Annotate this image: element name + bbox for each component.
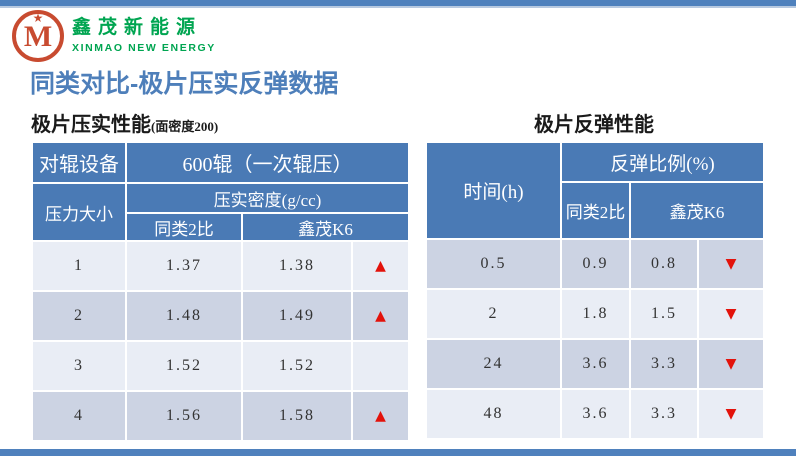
trend-cell: ▼ <box>696 338 766 390</box>
table-row: 48 3.6 3.3 ▼ <box>425 388 766 440</box>
table-header-row: 同类2比 鑫茂K6 <box>426 181 766 240</box>
col-b-header-cell: 鑫茂K6 <box>240 212 411 242</box>
table-row: 24 3.6 3.3 ▼ <box>425 338 766 390</box>
table-header-row: 同类2比 鑫茂K6 <box>32 212 411 242</box>
pressure-cell: 3 <box>31 340 127 392</box>
value-cell: 1.58 <box>241 390 353 442</box>
trend-cell: ▲ <box>350 390 411 442</box>
value-cell: 3.3 <box>629 338 699 390</box>
value-cell: 1.56 <box>125 390 243 442</box>
table-row: 2 1.8 1.5 ▼ <box>425 288 766 340</box>
value-cell: 3.6 <box>560 338 631 390</box>
pressure-cell: 2 <box>31 290 127 342</box>
value-cell: 0.9 <box>560 238 631 290</box>
trend-up-icon: ▲ <box>375 308 386 324</box>
logo: ★ M 鑫茂新能源 XINMAO NEW ENERGY <box>12 10 216 62</box>
logo-name-cn: 鑫茂新能源 <box>72 17 203 38</box>
trend-down-icon: ▼ <box>725 356 737 372</box>
logo-mark-icon: ★ M <box>12 10 64 62</box>
star-icon: ★ <box>32 11 44 25</box>
table-header-row: 时间(h) 反弹比例(%) <box>425 141 766 240</box>
logo-name-en: XINMAO NEW ENERGY <box>72 42 216 54</box>
compaction-table: 对辊设备 600辊（一次辊压） 压力大小 压实密度(g/cc) 同类2比 鑫茂K… <box>31 141 411 442</box>
table-row: 0.5 0.9 0.8 ▼ <box>425 238 766 290</box>
table-header-row: 对辊设备 600辊（一次辊压） <box>31 141 411 184</box>
time-label-cell: 时间(h) <box>425 141 562 240</box>
trend-cell <box>350 340 411 392</box>
col-a-header-cell: 同类2比 <box>560 181 631 240</box>
compaction-title-note: (面密度200) <box>151 119 219 134</box>
trend-cell: ▼ <box>696 388 766 440</box>
value-cell: 3.6 <box>560 388 631 440</box>
trend-cell: ▲ <box>350 240 411 292</box>
table-row: 2 1.48 1.49 ▲ <box>31 290 411 342</box>
pressure-cell: 1 <box>31 240 127 292</box>
value-cell: 1.8 <box>560 288 631 340</box>
logo-monogram: M <box>23 20 53 53</box>
compaction-section: 极片压实性能(面密度200) 对辊设备 600辊（一次辊压） 压力大小 压实密度… <box>31 112 411 442</box>
pressure-label-cell: 压力大小 <box>31 182 127 242</box>
value-cell: 1.52 <box>241 340 353 392</box>
device-label-cell: 对辊设备 <box>31 141 127 184</box>
time-cell: 2 <box>425 288 562 340</box>
value-cell: 1.5 <box>629 288 699 340</box>
trend-up-icon: ▲ <box>375 258 386 274</box>
value-cell: 1.49 <box>241 290 353 342</box>
table-row: 3 1.52 1.52 <box>31 340 411 392</box>
page-title: 同类对比-极片压实反弹数据 <box>30 70 339 98</box>
bottom-accent-bar <box>0 449 796 456</box>
time-cell: 48 <box>425 388 562 440</box>
trend-down-icon: ▼ <box>725 306 737 322</box>
time-cell: 0.5 <box>425 238 562 290</box>
trend-cell: ▼ <box>696 288 766 340</box>
rebound-label-cell: 反弹比例(%) <box>559 141 766 183</box>
rebound-title-text: 极片反弹性能 <box>534 114 654 136</box>
table-row: 4 1.56 1.58 ▲ <box>31 390 411 442</box>
trend-down-icon: ▼ <box>725 406 737 422</box>
trend-up-icon: ▲ <box>375 408 386 424</box>
compaction-title-text: 极片压实性能 <box>31 114 151 136</box>
trend-cell: ▼ <box>696 238 766 290</box>
value-cell: 1.38 <box>241 240 353 292</box>
density-label-cell: 压实密度(g/cc) <box>124 182 411 214</box>
trend-down-icon: ▼ <box>725 256 737 272</box>
value-cell: 1.48 <box>125 290 243 342</box>
rebound-section: 极片反弹性能 时间(h) 反弹比例(%) 同类2比 鑫茂K6 0.5 0.9 0… <box>425 112 766 440</box>
time-cell: 24 <box>425 338 562 390</box>
rebound-section-title: 极片反弹性能 <box>425 112 763 141</box>
table-row: 1 1.37 1.38 ▲ <box>31 240 411 292</box>
value-cell: 3.3 <box>629 388 699 440</box>
top-accent-bar <box>0 0 796 8</box>
device-value-cell: 600辊（一次辊压） <box>124 141 411 184</box>
col-a-header-cell: 同类2比 <box>125 212 243 242</box>
value-cell: 0.8 <box>629 238 699 290</box>
trend-cell: ▲ <box>350 290 411 342</box>
pressure-cell: 4 <box>31 390 127 442</box>
value-cell: 1.52 <box>125 340 243 392</box>
table-header-row: 压力大小 压实密度(g/cc) <box>31 182 411 242</box>
col-b-header-cell: 鑫茂K6 <box>628 181 766 240</box>
logo-text: 鑫茂新能源 XINMAO NEW ENERGY <box>72 17 216 55</box>
rebound-table: 时间(h) 反弹比例(%) 同类2比 鑫茂K6 0.5 0.9 0.8 ▼ 2 … <box>425 141 766 440</box>
compaction-section-title: 极片压实性能(面密度200) <box>31 112 408 141</box>
value-cell: 1.37 <box>125 240 243 292</box>
